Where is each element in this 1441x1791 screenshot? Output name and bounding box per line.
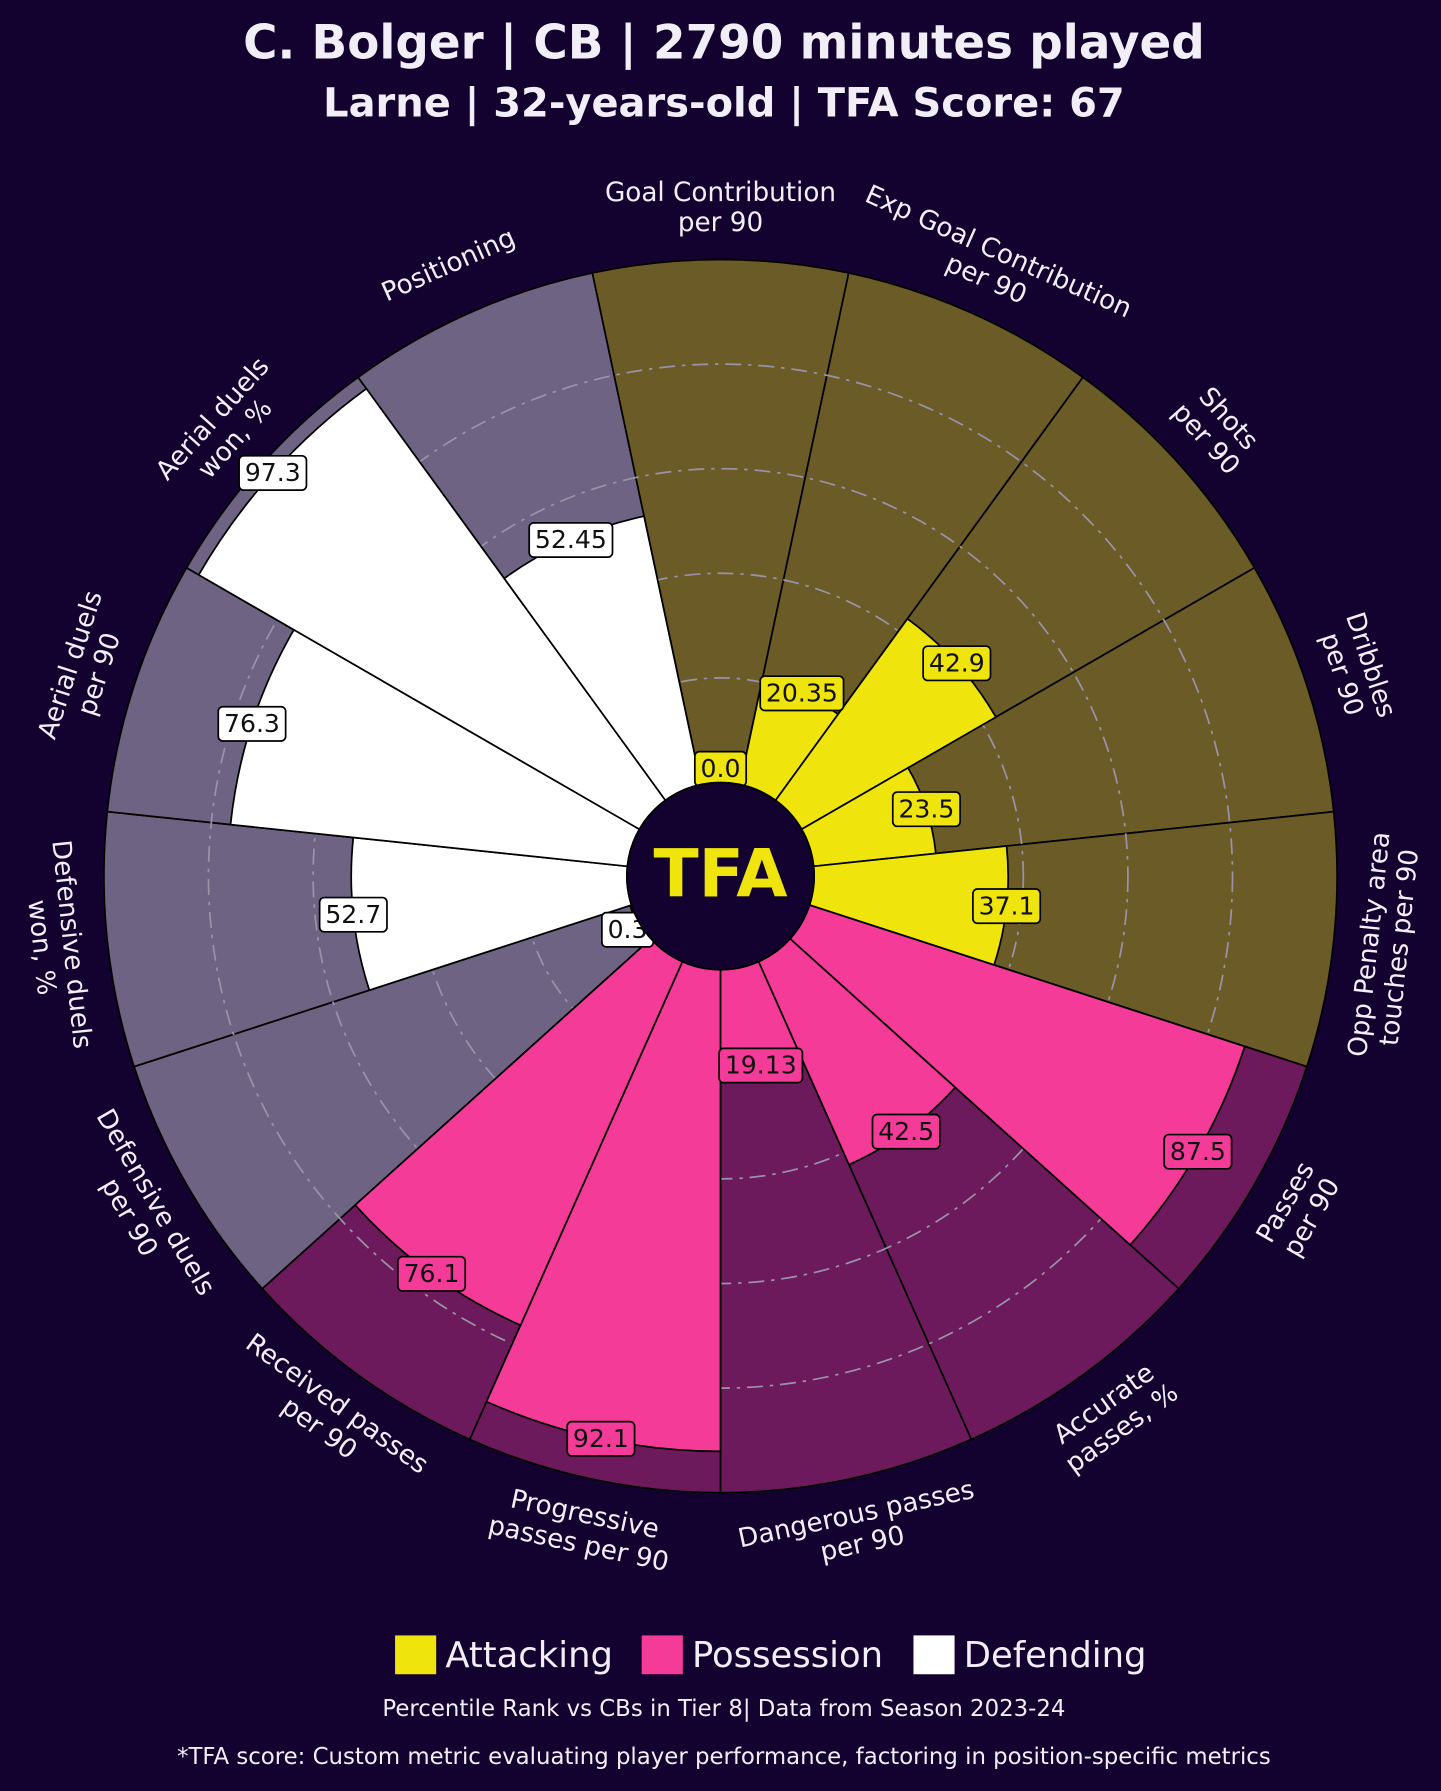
value-label: 23.5 [898,794,954,823]
value-label-box [871,1113,941,1150]
chart-subtitle: Larne | 32-years-old | TFA Score: 67 [323,80,1125,127]
legend-swatch [913,1635,955,1675]
value-label: 52.45 [535,525,607,554]
value-label-box [891,791,961,828]
value-label: 37.1 [979,891,1035,920]
legend-label: Possession [692,1635,883,1676]
legend-label: Defending [964,1635,1147,1676]
value-label: 87.5 [1170,1137,1226,1166]
value-label-box [217,705,287,742]
value-label: 42.5 [878,1117,934,1146]
value-label: 76.3 [224,709,280,738]
value-label-box [318,896,388,933]
category-label: Goal Contribution per 90 [605,178,836,238]
value-label-box [397,1255,467,1292]
center-logo: TFA [653,835,787,912]
value-label: 97.3 [245,458,301,487]
legend-swatch [641,1635,683,1675]
value-label: 20.35 [766,678,838,707]
bars [197,387,1246,1453]
value-label-box [238,454,308,491]
legend-label: Attacking [445,1635,613,1676]
value-label-box [528,521,614,558]
center-circle [626,781,815,971]
value-label-box [922,645,992,682]
value-label-box [1163,1133,1233,1170]
value-label: 52.7 [325,900,381,929]
value-label-box [759,675,845,712]
value-label-box [972,888,1042,925]
value-label: 42.9 [929,648,985,677]
value-label-box [566,1420,636,1457]
footnote: *TFA score: Custom metric evaluating pla… [177,1744,1271,1770]
footnote: Percentile Rank vs CBs in Tier 8| Data f… [382,1696,1065,1722]
legend-swatch [395,1635,437,1675]
value-label: 0.0 [701,754,741,783]
value-label-box [718,1047,804,1084]
chart-title: C. Bolger | CB | 2790 minutes played [243,16,1205,70]
value-label: 92.1 [573,1424,629,1453]
value-label: 76.1 [404,1259,460,1288]
value-label: 19.13 [725,1051,797,1080]
